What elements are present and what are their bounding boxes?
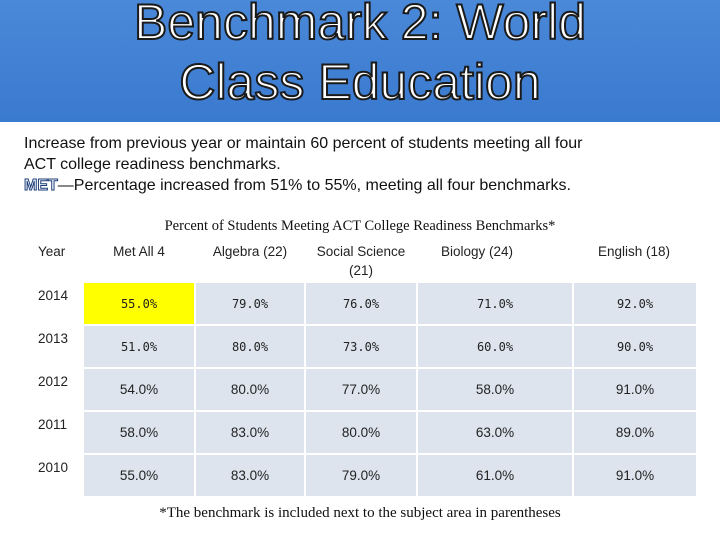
column-header: English (18) (574, 238, 694, 281)
description-line-2: ACT college readiness benchmarks. (24, 156, 281, 173)
table-cell: 80.0% (196, 369, 304, 410)
table-footnote: *The benchmark is included next to the s… (159, 505, 561, 521)
year-header: Year (28, 240, 78, 280)
title-line-1: Benchmark 2: World (133, 0, 587, 51)
year-label: 2013 (28, 327, 78, 367)
table-cell: 79.0% (306, 455, 416, 496)
table-cell: 83.0% (196, 412, 304, 453)
table-cell: 77.0% (306, 369, 416, 410)
slide-title: Benchmark 2: World Class Education (0, 0, 720, 112)
table-cell: 76.0% (306, 283, 416, 324)
table-cell: 80.0% (306, 412, 416, 453)
met-label: MET (24, 177, 59, 195)
table-cell: 91.0% (574, 455, 696, 496)
year-label: 2010 (28, 456, 78, 496)
benchmark-table: Met All 4 Algebra (22) Social Science (2… (84, 238, 696, 498)
table-cell: 89.0% (574, 412, 696, 453)
table-cell: 90.0% (574, 326, 696, 367)
column-header: Algebra (22) (196, 238, 304, 281)
table-cell: 79.0% (196, 283, 304, 324)
column-header: Met All 4 (84, 238, 194, 281)
table-cell: 60.0% (418, 326, 572, 367)
table-cell: 61.0% (418, 455, 572, 496)
column-header: Social Science (21) (306, 238, 416, 281)
table-cell: 55.0% (84, 455, 194, 496)
year-label: 2014 (28, 284, 78, 324)
table-cell: 71.0% (418, 283, 572, 324)
table-cell: 51.0% (84, 326, 194, 367)
year-column: Year 2014 2013 2012 2011 2010 (0, 238, 80, 498)
year-label: 2012 (28, 370, 78, 410)
table-cell: 63.0% (418, 412, 572, 453)
table-cell: 91.0% (574, 369, 696, 410)
table-cell: 54.0% (84, 369, 194, 410)
column-header: Biology (24) (418, 238, 536, 281)
table-cell: 73.0% (306, 326, 416, 367)
table-cell: 83.0% (196, 455, 304, 496)
description: Increase from previous year or maintain … (24, 133, 704, 196)
title-banner: Benchmark 2: World Class Education (0, 0, 720, 122)
table-cell: 92.0% (574, 283, 696, 324)
table-cell: 80.0% (196, 326, 304, 367)
year-label: 2011 (28, 413, 78, 453)
title-line-2: Class Education (178, 53, 541, 111)
table-caption: Percent of Students Meeting ACT College … (164, 218, 556, 234)
table-cell: 58.0% (84, 412, 194, 453)
table-cell: 55.0% (84, 283, 194, 324)
table-cell: 58.0% (418, 369, 572, 410)
met-detail: —Percentage increased from 51% to 55%, m… (57, 177, 571, 194)
description-line-1: Increase from previous year or maintain … (24, 135, 583, 152)
description-line-3: MET—Percentage increased from 51% to 55%… (24, 175, 704, 196)
